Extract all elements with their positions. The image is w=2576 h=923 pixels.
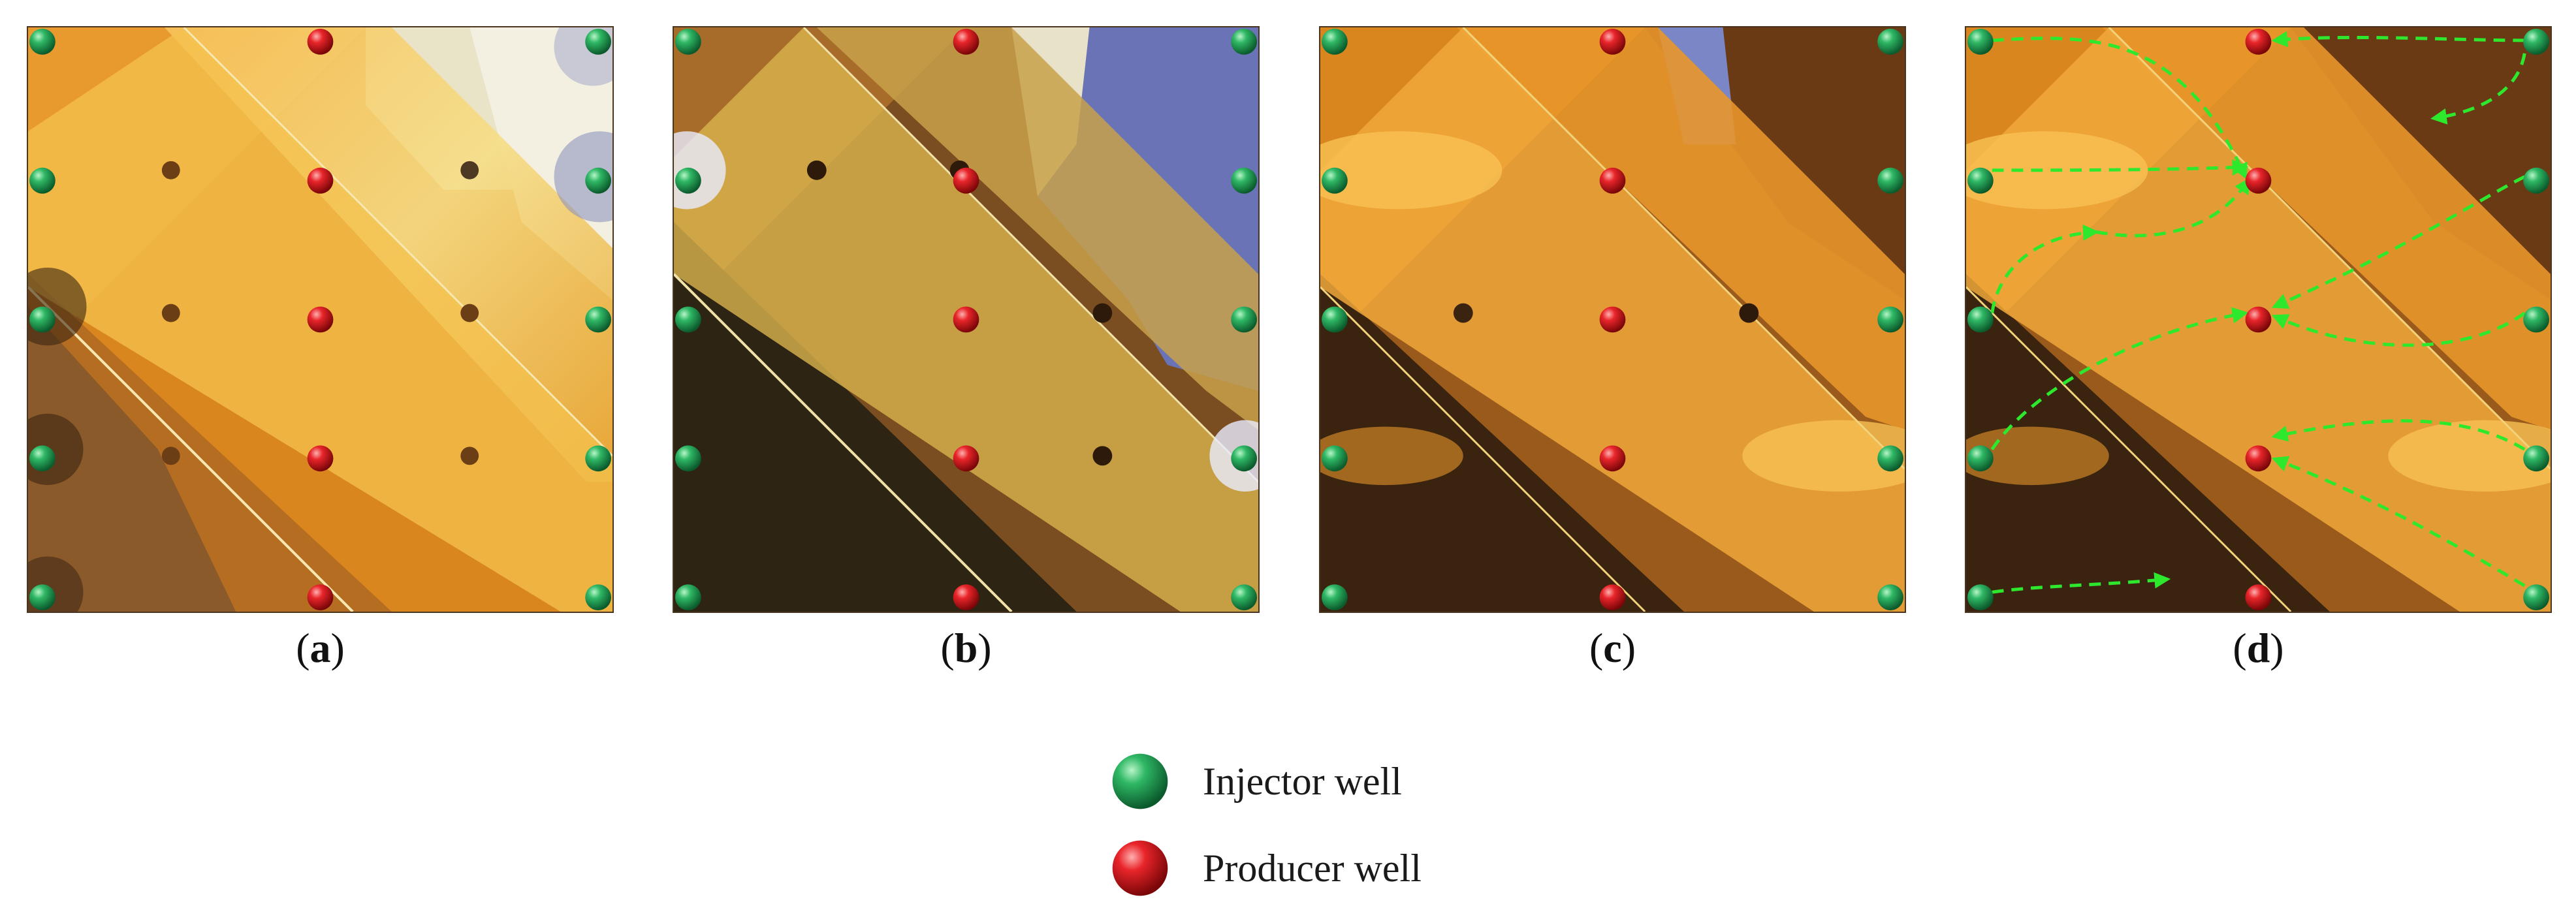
injector-well-icon — [1967, 28, 1994, 55]
injector-well-icon — [1231, 306, 1258, 333]
injector-well-icon — [585, 584, 612, 611]
flow-arrow — [1992, 159, 2249, 176]
producer-well-icon — [1112, 840, 1168, 896]
legend-injector-label: Injector well — [1203, 759, 1402, 803]
injector-well-icon — [1321, 584, 1348, 611]
injector-well-icon — [2523, 28, 2550, 55]
injector-well-icon — [675, 167, 701, 194]
injector-well-icon — [675, 584, 701, 611]
injector-well-icon — [2523, 584, 2550, 611]
panel-a-image — [27, 26, 614, 613]
injector-well-icon — [675, 306, 701, 333]
injector-well-icon — [1321, 306, 1348, 333]
flow-arrow — [2271, 31, 2525, 48]
injector-well-icon — [1321, 28, 1348, 55]
flow-arrow — [2271, 456, 2526, 587]
producer-well-icon — [307, 28, 334, 55]
injector-well-icon — [1877, 28, 1904, 55]
injector-well-icon — [29, 584, 56, 611]
producer-well-icon — [1599, 445, 1626, 472]
injector-well-icon — [29, 306, 56, 333]
producer-well-icon — [2245, 445, 2272, 472]
legend-injector: Injector well — [1110, 749, 1402, 814]
flow-arrow — [2095, 177, 2251, 238]
injector-well-icon — [29, 167, 56, 194]
injector-well-icon — [1967, 584, 1994, 611]
panel-c-image — [1319, 26, 1906, 613]
injector-well-icon — [1231, 584, 1258, 611]
producer-well-icon — [953, 445, 979, 472]
legend-producer: Producer well — [1110, 836, 1422, 901]
injector-well-icon — [1231, 445, 1258, 472]
producer-well-icon — [2245, 28, 2272, 55]
flow-arrow — [2271, 419, 2526, 451]
panel-a-caption: (a) — [296, 625, 345, 671]
flow-arrow — [2430, 53, 2526, 125]
injector-well-icon — [1321, 167, 1348, 194]
producer-well-icon — [2245, 306, 2272, 333]
producer-well-icon — [2245, 167, 2272, 194]
injector-well-icon — [1231, 167, 1258, 194]
producer-well-icon — [953, 306, 979, 333]
injector-well-icon — [1877, 306, 1904, 333]
injector-well-icon — [1877, 584, 1904, 611]
injector-well-icon — [2523, 445, 2550, 472]
flow-arrow — [1990, 307, 2249, 450]
injector-well-icon — [1967, 306, 1994, 333]
legend-producer-label: Producer well — [1203, 846, 1422, 890]
producer-well-icon — [953, 167, 979, 194]
panel-b-caption: (b) — [940, 625, 992, 671]
flow-arrow — [2271, 311, 2526, 347]
injector-well-icon — [1321, 445, 1348, 472]
injector-well-icon — [1877, 167, 1904, 194]
producer-well-icon — [307, 306, 334, 333]
injector-well-icon — [585, 28, 612, 55]
injector-well-icon — [1967, 445, 1994, 472]
flow-arrow — [1990, 224, 2099, 313]
injector-well-icon — [585, 306, 612, 333]
producer-well-icon — [1599, 167, 1626, 194]
injector-well-icon — [29, 445, 56, 472]
injector-well-icon — [1231, 28, 1258, 55]
producer-well-icon — [953, 28, 979, 55]
producer-well-icon — [1599, 306, 1626, 333]
injector-well-icon — [585, 167, 612, 194]
producer-well-icon — [307, 584, 334, 611]
injector-well-icon — [1967, 167, 1994, 194]
panel-c-caption: (c) — [1589, 625, 1636, 671]
flow-arrow — [1992, 572, 2171, 594]
injector-well-icon — [2523, 306, 2550, 333]
injector-well-icon — [29, 28, 56, 55]
injector-well-icon — [585, 445, 612, 472]
panel-d-caption: (d) — [2233, 625, 2284, 671]
producer-well-icon — [953, 584, 979, 611]
producer-well-icon — [307, 167, 334, 194]
producer-well-icon — [1599, 584, 1626, 611]
producer-well-icon — [2245, 584, 2272, 611]
flow-arrow — [1992, 37, 2248, 180]
injector-well-icon — [1112, 753, 1168, 809]
injector-well-icon — [675, 28, 701, 55]
injector-well-icon — [2523, 167, 2550, 194]
producer-well-icon — [1599, 28, 1626, 55]
injector-well-icon — [1877, 445, 1904, 472]
producer-well-icon — [307, 445, 334, 472]
panel-d-image — [1965, 26, 2552, 613]
flow-arrow — [2271, 175, 2526, 309]
panel-b-image — [673, 26, 1260, 613]
injector-well-icon — [675, 445, 701, 472]
